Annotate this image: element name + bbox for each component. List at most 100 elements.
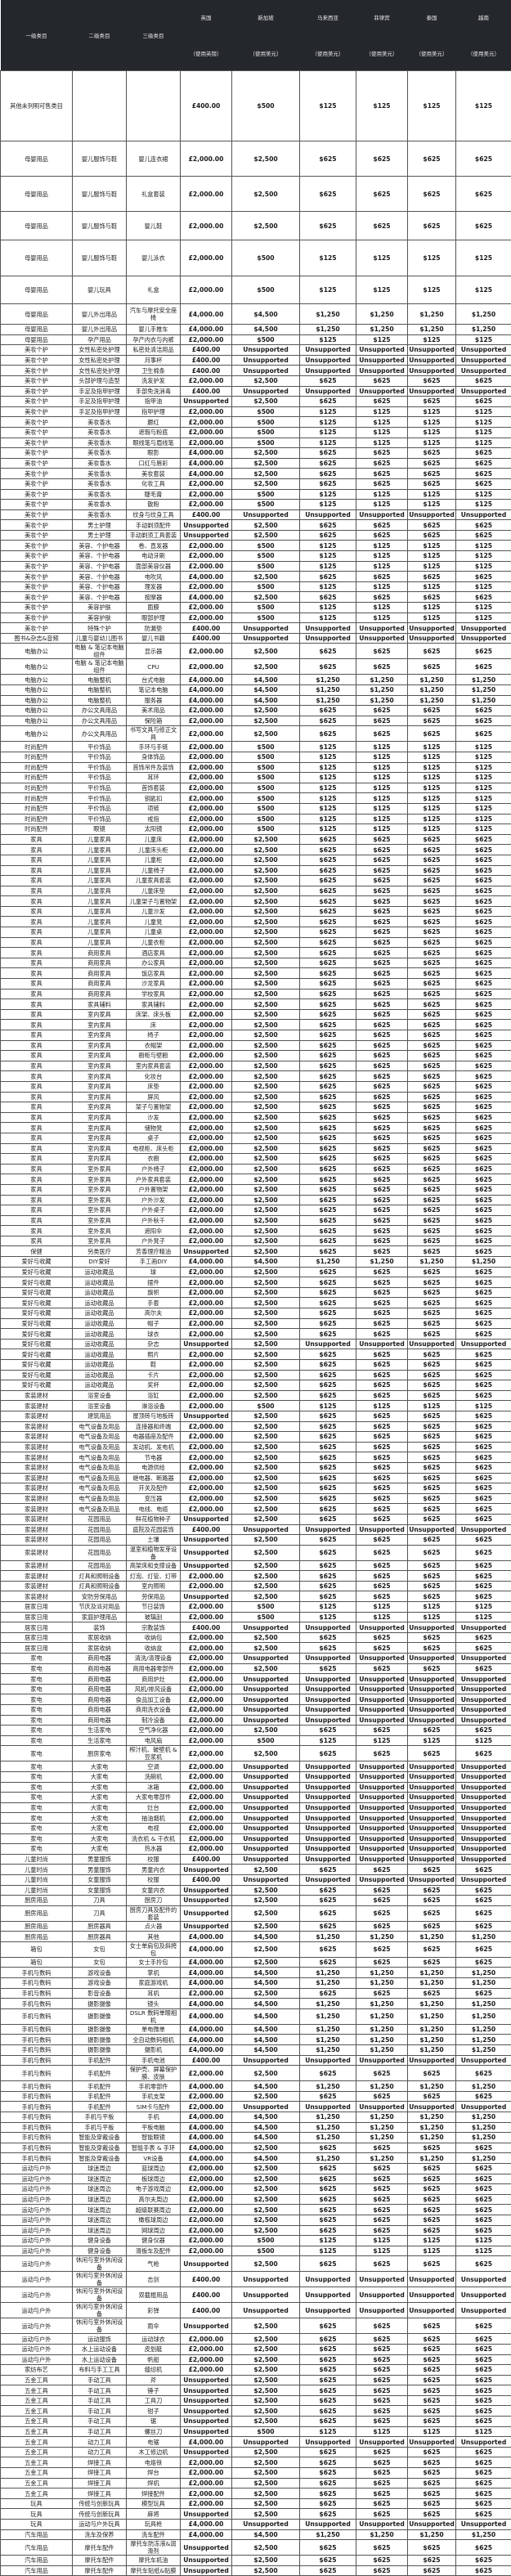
vn-cell: $625 [456, 1308, 511, 1319]
my-cell: $625 [300, 1643, 356, 1654]
my-cell: $625 [300, 1112, 356, 1123]
table-row: 其他未列明可售类目£400.00$500$125$125$125$125 [1, 71, 511, 141]
cat3-cell: 全自动数码相机 [127, 2035, 181, 2045]
cat1-cell: 居家日用 [1, 1622, 73, 1633]
ph-cell: $125 [356, 427, 408, 438]
sg-cell: $500 [232, 276, 300, 304]
vn-cell: $625 [456, 1921, 511, 1932]
cat2-cell: 水上运动设备 [73, 2344, 127, 2354]
cat2-cell: 电气设备及用品 [73, 1442, 127, 1452]
ph-cell: $625 [356, 1020, 408, 1030]
uk-cell: Unsupported [181, 2256, 232, 2272]
ph-cell: $625 [356, 1174, 408, 1185]
vn-cell: Unsupported [456, 2287, 511, 2303]
cat1-cell: 美妆个护 [1, 541, 73, 551]
vn-cell: $1,250 [456, 1999, 511, 2009]
table-row: 家纺布艺布料与手工工具缝纫机£2,000.00$2,500$625$625$62… [1, 2365, 511, 2376]
sg-cell: $4,500 [232, 1999, 300, 2009]
my-cell: $125 [300, 1735, 356, 1746]
cat1-cell: 家电 [1, 1823, 73, 1833]
cat1-cell: 手机与数码 [1, 1968, 73, 1978]
sg-cell: $500 [232, 752, 300, 762]
my-cell: Unsupported [300, 1854, 356, 1865]
table-row: 家装建材电气设备及用品继电器、断路器£2,000.00$2,500$625$62… [1, 1473, 511, 1483]
my-cell: $625 [300, 1308, 356, 1319]
cat3-cell: 纹身与纹身工具 [127, 509, 181, 520]
sg-cell: $2,500 [232, 397, 300, 407]
cat2-cell: 浴室设备 [73, 1390, 127, 1401]
ph-cell: $625 [356, 706, 408, 716]
uk-cell: £2,000.00 [181, 406, 232, 417]
sg-cell: $500 [232, 417, 300, 428]
ph-cell: $625 [356, 1205, 408, 1216]
cat3-cell: 鲜花植物种子 [127, 1514, 181, 1524]
uk-cell: £4,000.00 [181, 2008, 232, 2024]
vn-cell: $625 [456, 1246, 511, 1257]
sg-cell: Unsupported [232, 386, 300, 397]
vn-cell: $1,250 [456, 2035, 511, 2045]
uk-cell: £2,000.00 [181, 489, 232, 500]
ph-cell: Unsupported [356, 623, 408, 634]
vn-cell: $125 [456, 752, 511, 762]
my-cell: $625 [300, 1380, 356, 1391]
uk-cell: £4,000.00 [181, 695, 232, 706]
sg-cell: $2,500 [232, 706, 300, 716]
my-cell: Unsupported [300, 345, 356, 356]
vn-cell: Unsupported [456, 1813, 511, 1824]
cat3-cell: 商用炉灶 [127, 1674, 181, 1685]
table-row: 家装建材电气设备及用品开关及配件£2,000.00$2,500$625$625$… [1, 1483, 511, 1494]
sg-cell: $2,500 [232, 2478, 300, 2488]
uk-cell: £2,000.00 [181, 1663, 232, 1674]
cat1-cell: 运动与户外 [1, 2334, 73, 2345]
vn-cell: $125 [456, 438, 511, 448]
uk-cell: £2,000.00 [181, 1195, 232, 1205]
ph-cell: $625 [356, 478, 408, 489]
ph-cell: Unsupported [356, 2520, 408, 2530]
vn-cell: $625 [456, 1215, 511, 1226]
my-cell: $1,250 [300, 304, 356, 325]
th-cell: $625 [408, 1545, 456, 1560]
cat3-cell: 保护壳、屏幕保护膜、皮肤 [127, 2066, 181, 2081]
my-cell: $625 [300, 1123, 356, 1133]
th-cell: $625 [408, 845, 456, 855]
cat1-cell: 母婴用品 [1, 304, 73, 325]
th-cell: $625 [408, 968, 456, 979]
th-cell: $625 [408, 1411, 456, 1421]
th-cell: $125 [408, 1602, 456, 1613]
table-row: 家具儿童家具儿童沙发£2,000.00$2,500$625$625$625$62… [1, 906, 511, 917]
cat2-cell: 球迷周边 [73, 2194, 127, 2205]
cat1-cell: 运动与户外 [1, 2303, 73, 2318]
cat3-cell: 锯 [127, 2417, 181, 2427]
th-cell: $125 [408, 613, 456, 623]
table-row: 电脑办公办公文具用品保险箱£2,000.00$2,500$625$625$625… [1, 716, 511, 726]
vn-cell: Unsupported [456, 355, 511, 366]
vn-cell: $625 [456, 1236, 511, 1246]
my-cell: Unsupported [300, 633, 356, 644]
sg-cell: Unsupported [232, 1694, 300, 1705]
ph-cell: Unsupported [356, 2287, 408, 2303]
my-cell: $1,250 [300, 2024, 356, 2035]
table-row: 家电生活家电电风扇£2,000.00$500$125$125$125$125 [1, 1735, 511, 1746]
cat2-cell: 电脑整机 [73, 675, 127, 685]
uk-cell: £2,000.00 [181, 2498, 232, 2509]
uk-cell: £4,000.00 [181, 2035, 232, 2045]
ph-cell: $625 [356, 469, 408, 479]
cat3-cell: 双截棍用品 [127, 2287, 181, 2303]
cat2-cell: 焊接工具 [73, 2478, 127, 2488]
sg-cell: $2,500 [232, 2406, 300, 2417]
uk-cell: £2,000.00 [181, 1782, 232, 1793]
table-row: 家具室外家具户外家具套装£2,000.00$2,500$625$625$625$… [1, 1174, 511, 1185]
vn-cell: $125 [456, 783, 511, 793]
cat2-cell: 电气设备及用品 [73, 1421, 127, 1432]
uk-cell: £2,000.00 [181, 803, 232, 814]
table-row: 爱好与收藏运动收藏品照片£2,000.00$2,500$625$625$625$… [1, 1349, 511, 1360]
cat1-cell: 母婴用品 [1, 212, 73, 240]
th-cell: $625 [408, 1360, 456, 1371]
cat3-cell: 屋顶砖与地板砖 [127, 1411, 181, 1421]
cat2-cell: 女性私密处护理 [73, 355, 127, 366]
cat1-cell: 美妆个护 [1, 375, 73, 386]
my-cell: $1,250 [300, 1978, 356, 1989]
cat2-cell: 平价饰品 [73, 773, 127, 783]
sg-cell: $2,500 [232, 644, 300, 659]
uk-cell: £2,000.00 [181, 141, 232, 177]
